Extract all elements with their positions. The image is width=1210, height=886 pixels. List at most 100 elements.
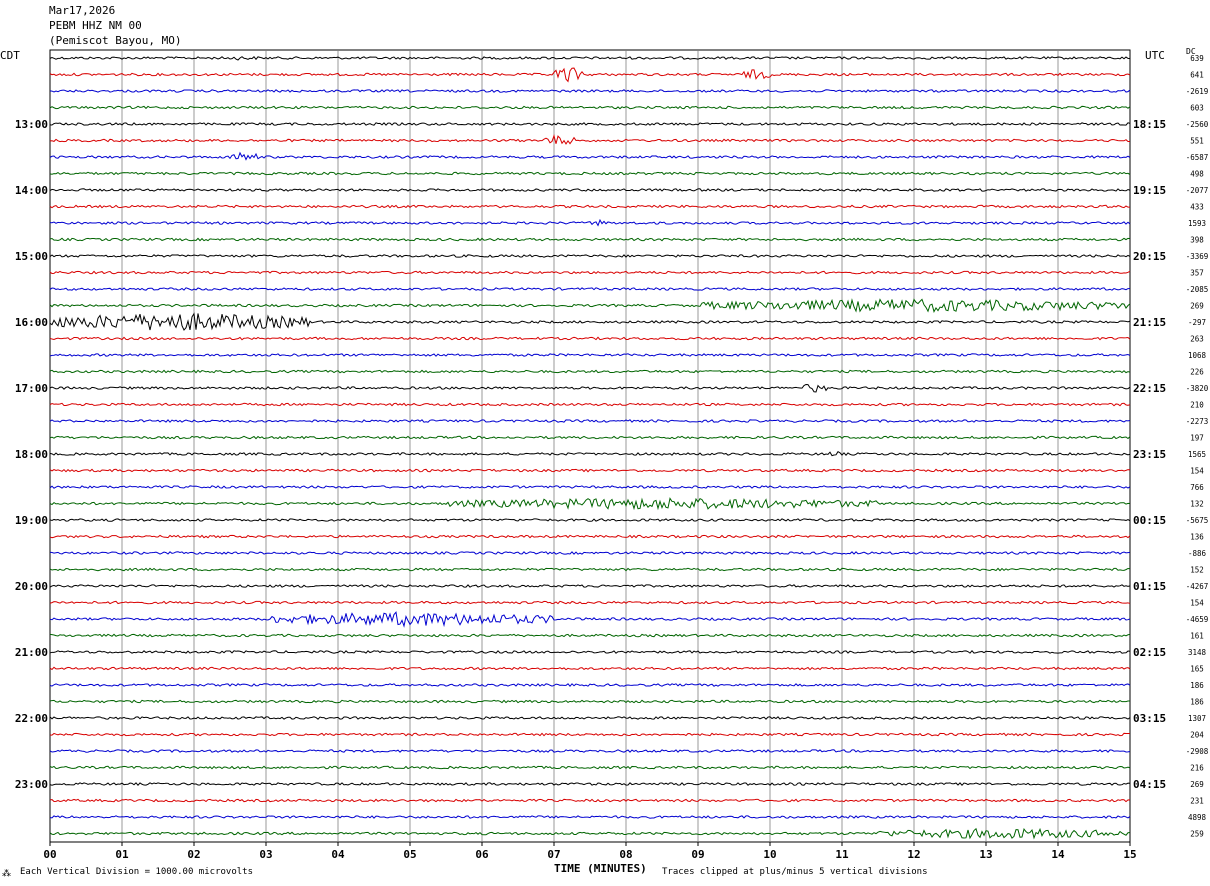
x-tick-label: 10 [763, 848, 776, 861]
dc-offset-label: -6587 [1186, 153, 1209, 162]
seismic-trace [49, 134, 1131, 145]
seismic-trace [49, 468, 1131, 473]
dc-offset-label: -5675 [1186, 516, 1209, 525]
dc-offset-label: -2560 [1186, 120, 1209, 129]
x-tick-label: 13 [979, 848, 992, 861]
dc-offset-label: 398 [1190, 236, 1204, 245]
seismic-trace [49, 699, 1131, 704]
seismic-trace [49, 298, 1131, 313]
dc-offset-label: 551 [1190, 137, 1204, 146]
dc-offset-label: 186 [1190, 681, 1204, 690]
dc-offset-label: 231 [1190, 797, 1204, 806]
plot-frame [49, 49, 1131, 843]
local-hour-label: 13:00 [15, 118, 48, 131]
utc-hour-label: 23:15 [1133, 448, 1166, 461]
dc-offset-label: 1307 [1188, 714, 1206, 723]
seismic-trace [49, 815, 1131, 819]
seismic-trace [49, 151, 1131, 161]
seismic-trace [49, 188, 1131, 192]
dc-offset-label: 216 [1190, 764, 1204, 773]
seismic-trace [49, 485, 1131, 489]
seismic-trace [49, 798, 1131, 803]
seismic-trace [49, 611, 1131, 628]
x-tick-label: 00 [43, 848, 56, 861]
dc-offset-label: 154 [1190, 599, 1204, 608]
dc-offset-label: 1068 [1188, 351, 1207, 360]
dc-offset-label: -2085 [1186, 285, 1209, 294]
dc-offset-label: 641 [1190, 71, 1204, 80]
x-tick-label: 07 [547, 848, 560, 861]
seismic-trace [49, 336, 1131, 341]
seismic-trace [49, 67, 1131, 83]
dc-offset-label: 161 [1190, 632, 1204, 641]
seismic-trace [49, 218, 1131, 227]
plot-date: Mar17,2026 [49, 4, 116, 17]
dc-offset-label: -4659 [1186, 615, 1209, 624]
utc-hour-label: 20:15 [1133, 250, 1166, 263]
seismic-trace [49, 55, 1131, 61]
utc-hour-label: 22:15 [1133, 382, 1166, 395]
dc-offset-label: -2619 [1186, 87, 1209, 96]
seismic-trace [49, 567, 1131, 572]
seismic-trace [49, 171, 1131, 176]
seismic-trace [49, 732, 1131, 737]
dc-offset-label: -2908 [1186, 747, 1209, 756]
local-hour-label: 23:00 [15, 778, 48, 791]
dc-offset-label: -886 [1188, 549, 1207, 558]
dc-offset-label: 3148 [1188, 648, 1207, 657]
seismic-trace [49, 827, 1131, 840]
dc-offset-label: 165 [1190, 665, 1204, 674]
x-tick-label: 04 [331, 848, 345, 861]
seismic-trace [49, 237, 1131, 242]
dc-offset-label: -2273 [1186, 417, 1209, 426]
clip-note: Traces clipped at plus/minus 5 vertical … [662, 867, 928, 877]
dc-offset-label: 4898 [1188, 813, 1207, 822]
x-tick-label: 01 [115, 848, 129, 861]
dc-offset-label: 226 [1190, 368, 1204, 377]
x-tick-label: 14 [1051, 848, 1065, 861]
dc-offset-label: -4267 [1186, 582, 1209, 591]
seismic-trace [49, 633, 1131, 638]
seismic-trace [49, 369, 1131, 374]
seismic-trace [49, 551, 1131, 555]
seismic-trace [49, 254, 1131, 258]
dc-offset-label: 263 [1190, 335, 1204, 344]
dc-offset-label: 132 [1190, 500, 1204, 509]
x-tick-label: 03 [259, 848, 272, 861]
seismic-trace [49, 287, 1131, 291]
station-code: PEBM HHZ NM 00 [49, 19, 142, 32]
seismic-trace [49, 716, 1131, 720]
seismic-trace [49, 600, 1131, 605]
logo-mark: ⁂ [2, 869, 11, 879]
utc-hour-label: 03:15 [1133, 712, 1166, 725]
seismic-trace [49, 89, 1131, 93]
dc-offset-label: 1565 [1188, 450, 1206, 459]
local-hour-label: 22:00 [15, 712, 48, 725]
seismic-trace [49, 270, 1131, 275]
seismic-trace [49, 534, 1131, 539]
seismic-trace [49, 312, 1131, 331]
dc-offset-label: 498 [1190, 170, 1204, 179]
seismic-trace [49, 383, 1131, 393]
utc-timezone-label: UTC [1145, 49, 1165, 62]
seismic-trace [49, 435, 1131, 440]
local-hour-label: 15:00 [15, 250, 48, 263]
seismic-trace [49, 419, 1131, 423]
dc-offset-label: 766 [1190, 483, 1204, 492]
dc-offset-header: DC [1186, 47, 1196, 56]
seismic-trace [49, 749, 1131, 753]
dc-offset-label: 357 [1190, 269, 1204, 278]
dc-offset-label: 269 [1190, 780, 1204, 789]
seismic-trace [49, 666, 1131, 671]
seismic-trace [49, 650, 1131, 654]
dc-offset-label: -2077 [1186, 186, 1209, 195]
seismic-trace [49, 584, 1131, 588]
x-tick-label: 08 [619, 848, 632, 861]
x-tick-label: 11 [835, 848, 849, 861]
local-hour-label: 17:00 [15, 382, 48, 395]
dc-offset-label: 197 [1190, 434, 1204, 443]
seismic-trace [49, 683, 1131, 687]
dc-offset-label: -3369 [1186, 252, 1209, 261]
utc-hour-label: 18:15 [1133, 118, 1166, 131]
